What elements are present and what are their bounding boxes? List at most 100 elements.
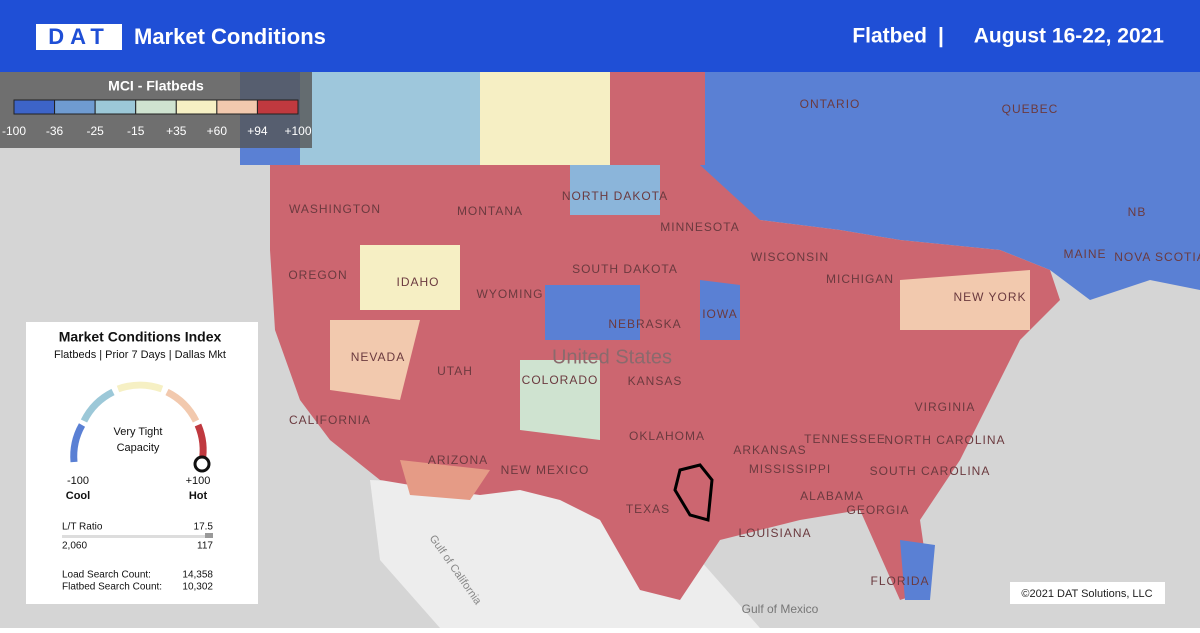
map-label: QUEBEC [1002, 102, 1059, 116]
logo-box [36, 24, 122, 50]
map-label: WASHINGTON [289, 202, 381, 216]
legend-tick: -15 [127, 124, 145, 138]
sask [610, 72, 705, 165]
legend-tick: +60 [207, 124, 228, 138]
legend-tick: +35 [166, 124, 187, 138]
map-label: GEORGIA [846, 503, 909, 517]
map-label: MICHIGAN [826, 272, 894, 286]
map-label: FLORIDA [870, 574, 929, 588]
header [0, 0, 1200, 72]
id [360, 245, 460, 310]
nv [330, 320, 420, 400]
logo: DAT [48, 24, 110, 49]
ratio-bar [62, 535, 213, 538]
gauge-seg [70, 423, 86, 463]
status: Very Tight [114, 426, 163, 438]
legend-tick: -25 [86, 124, 104, 138]
gauge-seg [165, 388, 200, 423]
map-label: SOUTH CAROLINA [870, 464, 991, 478]
gauge-seg [80, 388, 115, 423]
map-label: CALIFORNIA [289, 413, 371, 427]
gauge-min: -100 [67, 475, 89, 487]
map-label: MAINE [1063, 247, 1106, 261]
header-title: Market Conditions [134, 24, 326, 49]
map-label: TENNESSEE [804, 432, 886, 446]
map-label: MINNESOTA [660, 220, 739, 234]
gauge-needle [193, 455, 211, 473]
map-label: VIRGINIA [915, 400, 976, 414]
gauge-min-label: Cool [66, 490, 90, 502]
card-subtitle: Flatbeds | Prior 7 Days | Dallas Mkt [54, 349, 226, 361]
map-label: COLORADO [522, 373, 599, 387]
date: August 16-22, 2021 [974, 25, 1165, 48]
ratio: 17.5 [194, 522, 214, 533]
legend-tick: -100 [2, 124, 26, 138]
map-label: United States [552, 346, 672, 368]
map-label: OREGON [288, 268, 347, 282]
bc [300, 72, 480, 165]
ne [545, 285, 640, 340]
gauge-max: +100 [186, 475, 211, 487]
loads: 2,060 [62, 541, 87, 552]
map-label: NEVADA [351, 350, 405, 364]
legend-swatch [216, 99, 258, 115]
map-label: NB [1128, 205, 1147, 219]
map-label: NEW MEXICO [501, 463, 590, 477]
load-search-label: Load Search Count: [62, 570, 151, 581]
legend-tick: -36 [46, 124, 64, 138]
legend-title: MCI - Flatbeds [108, 78, 204, 94]
dallas-market [673, 463, 714, 522]
equipment: Flatbed [852, 25, 927, 48]
map-label: SOUTH DAKOTA [572, 262, 678, 276]
az [400, 460, 490, 500]
legend-tick: +94 [247, 124, 268, 138]
co [520, 360, 600, 440]
map-label: ARIZONA [428, 453, 488, 467]
card-title: Market Conditions Index [59, 329, 222, 345]
card [26, 322, 258, 604]
status: Capacity [117, 442, 160, 454]
legend-tick: +100 [284, 124, 311, 138]
legend-swatch [175, 99, 218, 115]
map-label: NEBRASKA [608, 317, 681, 331]
map-label: WISCONSIN [751, 250, 829, 264]
map-label: OKLAHOMA [629, 429, 705, 443]
trucks: 117 [197, 541, 213, 552]
legend-swatch [135, 99, 177, 115]
map-label: WYOMING [477, 287, 544, 301]
fl [900, 540, 935, 600]
map-label: NEW YORK [953, 290, 1026, 304]
flatbed-search-label: Flatbed Search Count: [62, 582, 162, 593]
map-label: IDAHO [396, 275, 439, 289]
map-label: MISSISSIPPI [749, 462, 831, 476]
map-label: MONTANA [457, 204, 523, 218]
legend-swatch [94, 99, 137, 115]
map-label: UTAH [437, 364, 473, 378]
map-label: NORTH DAKOTA [562, 189, 668, 203]
map-label: ALABAMA [800, 489, 864, 503]
separator: | [938, 25, 944, 48]
map-label: NORTH CAROLINA [884, 433, 1005, 447]
map-label: IOWA [702, 307, 738, 321]
gauge-seg [116, 381, 164, 393]
map-label: NOVA SCOTIA [1114, 250, 1200, 264]
copyright: ©2021 DAT Solutions, LLC [1021, 588, 1152, 600]
map-label: ONTARIO [800, 97, 861, 111]
legend-swatch [54, 99, 96, 115]
load-search: 14,358 [182, 570, 213, 581]
legend-swatch [256, 99, 299, 115]
flatbed-search: 10,302 [182, 582, 213, 593]
map-label: LOUISIANA [738, 526, 811, 540]
alberta [480, 72, 610, 165]
copyright-box [1010, 582, 1165, 604]
ratio-bar-fill [205, 533, 213, 538]
map-label: ARKANSAS [733, 443, 806, 457]
map-label: KANSAS [628, 374, 683, 388]
gauge-max-label: Hot [189, 490, 208, 502]
legend-swatch [13, 99, 56, 115]
ratio-label: L/T Ratio [62, 522, 103, 533]
ia [700, 280, 740, 340]
map-label: TEXAS [626, 502, 670, 516]
map-label: Gulf of Mexico [742, 602, 819, 616]
